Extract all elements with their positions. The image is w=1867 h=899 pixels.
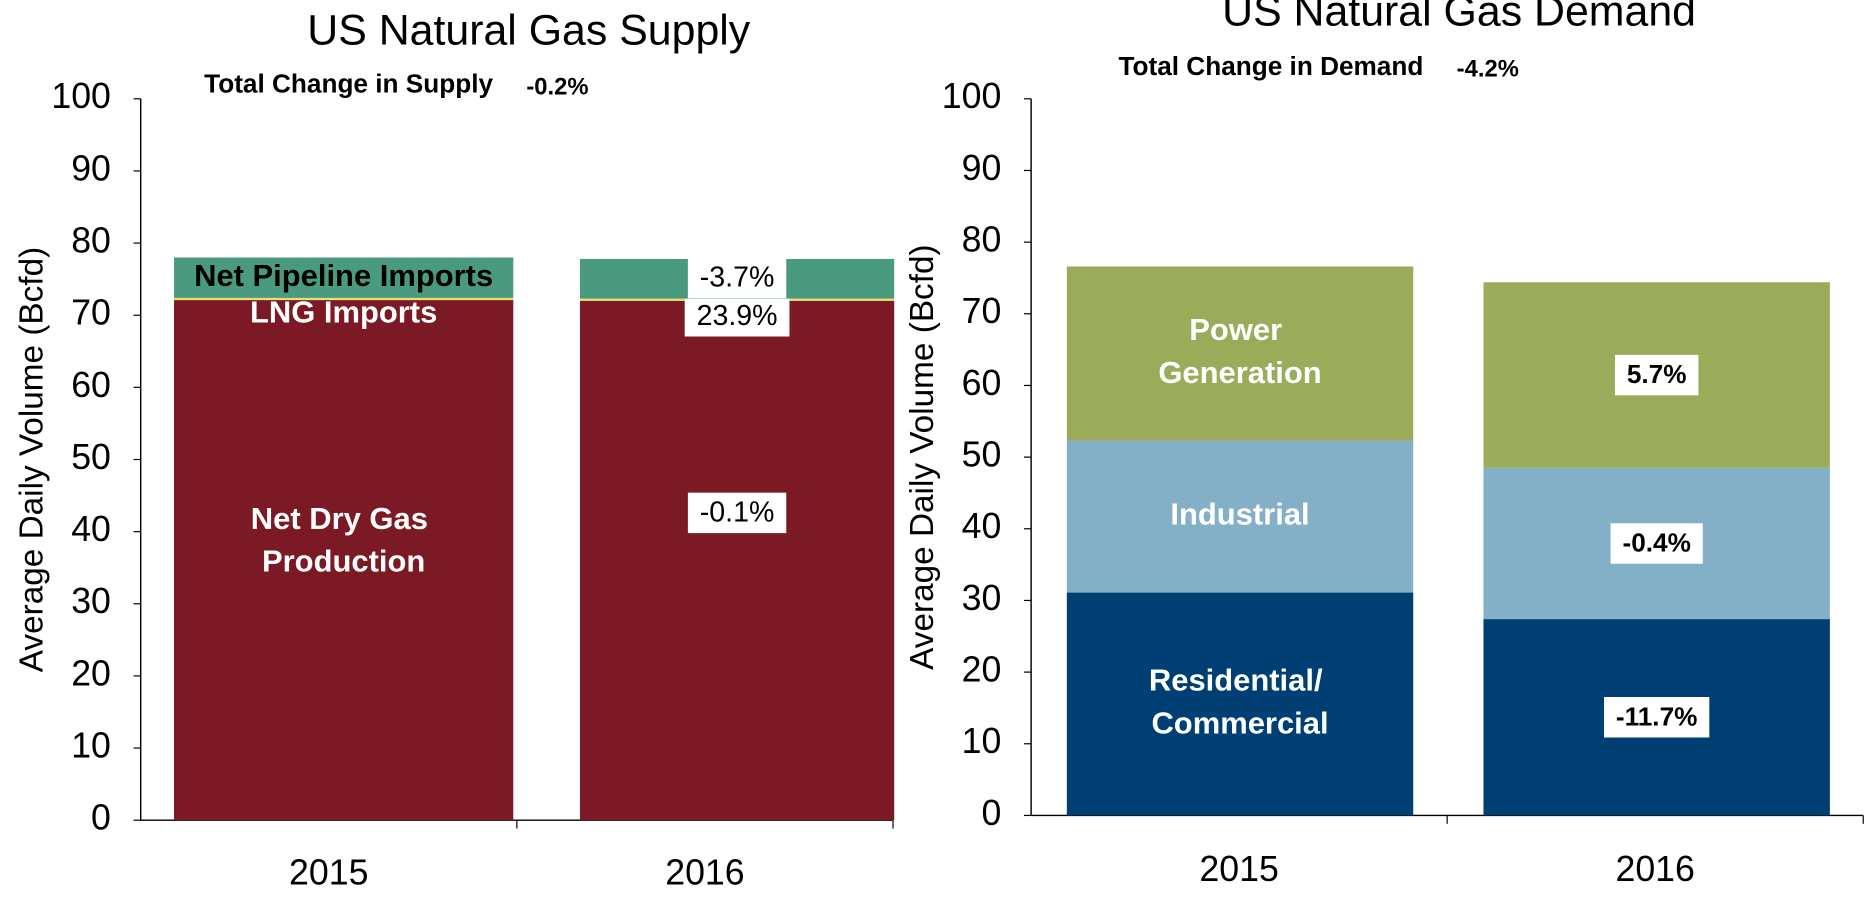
y-tick-label: 90 — [71, 148, 111, 188]
y-tick-label: 0 — [981, 793, 1001, 833]
segment-label: Residential/ Commercial — [1149, 663, 1331, 741]
change-label: -0.1% — [700, 497, 775, 529]
chart-subtitle: Total Change in Supply — [204, 69, 493, 99]
y-tick-label: 90 — [962, 148, 1002, 188]
chart-subtitle: Total Change in Demand — [1118, 51, 1423, 81]
bar-segment — [174, 297, 514, 301]
y-tick-label: 50 — [962, 435, 1002, 475]
y-tick-label: 40 — [71, 509, 111, 549]
chart: US Natural Gas Demand Total Change in Dem… — [904, 0, 1864, 889]
segment-label: Net Dry Gas Production — [251, 501, 437, 579]
change-label-box — [1604, 697, 1710, 738]
segment-label: Power Generation — [1158, 312, 1321, 390]
y-axis-label: Average Daily Volume (Bcfd) — [13, 247, 50, 672]
change-label-box — [687, 492, 787, 534]
chart: US Natural Gas Supply Total Change in Sup… — [13, 7, 895, 892]
y-tick-label: 70 — [962, 291, 1002, 331]
segment-label: Net Pipeline Imports — [194, 258, 493, 293]
y-tick-label: 60 — [962, 363, 1002, 403]
change-label-box — [687, 257, 787, 299]
y-tick-label: 100 — [942, 76, 1002, 116]
bar-segment — [174, 257, 514, 298]
x-tick-label: 2015 — [289, 852, 368, 892]
y-tick-label: 30 — [71, 581, 111, 621]
x-tick-label: 2016 — [665, 852, 744, 892]
change-label-box — [684, 296, 790, 337]
total-change: -0.2% — [526, 73, 588, 100]
change-label: 23.9% — [697, 300, 778, 332]
bar-segment — [174, 300, 514, 821]
y-tick-label: 20 — [962, 650, 1002, 690]
x-tick-label: 2016 — [1615, 849, 1694, 889]
bar-segment — [1066, 592, 1414, 816]
change-label: -3.7% — [700, 262, 775, 294]
change-label: 5.7% — [1627, 359, 1687, 389]
y-tick-label: 20 — [71, 653, 111, 693]
bar-segment — [579, 300, 895, 821]
chart-title: US Natural Gas Demand — [1222, 0, 1696, 36]
change-label: -11.7% — [1616, 701, 1697, 731]
y-tick-label: 80 — [71, 221, 111, 261]
change-label-box — [1614, 354, 1699, 396]
y-tick-label: 80 — [962, 220, 1002, 260]
total-change: -4.2% — [1457, 56, 1519, 83]
y-tick-label: 10 — [71, 725, 111, 765]
y-tick-label: 60 — [71, 365, 111, 405]
segment-label: Industrial — [1170, 497, 1309, 532]
y-tick-label: 70 — [71, 293, 111, 333]
change-label: -0.4% — [1622, 528, 1690, 558]
x-tick-label: 2015 — [1199, 849, 1278, 889]
y-tick-label: 100 — [51, 76, 111, 116]
segment-label: LNG Imports — [250, 295, 437, 330]
chart-title: US Natural Gas Supply — [307, 7, 750, 55]
y-tick-label: 0 — [91, 798, 111, 838]
y-tick-label: 10 — [962, 721, 1002, 761]
y-axis-label: Average Daily Volume (Bcfd) — [904, 244, 941, 669]
y-tick-label: 50 — [71, 437, 111, 477]
bar-segment — [1066, 266, 1414, 441]
y-tick-label: 40 — [962, 506, 1002, 546]
y-tick-label: 30 — [962, 578, 1002, 618]
change-label-box — [1610, 523, 1703, 564]
bar-segment — [1066, 440, 1414, 593]
